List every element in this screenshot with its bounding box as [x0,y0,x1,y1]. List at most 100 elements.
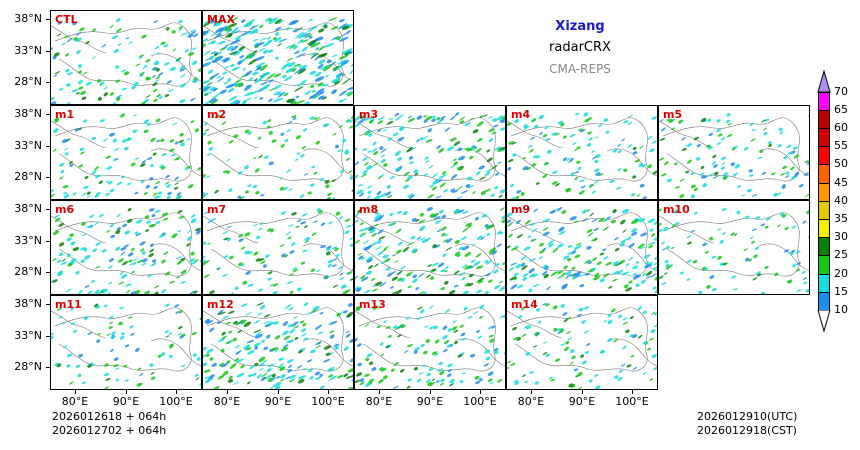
radar-echo [314,324,323,330]
radar-echo [264,314,270,318]
radar-echo [572,276,577,280]
radar-echo [292,315,298,320]
radar-echo [203,255,206,260]
radar-echo [367,150,372,153]
radar-echo [479,305,484,310]
radar-echo [449,383,454,387]
radar-echo [79,147,85,152]
radar-echo [603,118,609,123]
radar-echo [310,349,316,354]
radar-echo [267,49,273,53]
radar-echo [522,273,529,277]
radar-echo [717,133,723,137]
radar-echo [310,268,315,272]
radar-echo [494,185,499,190]
radar-echo [116,213,121,218]
radar-echo [623,120,629,124]
radar-echo [234,82,244,87]
radar-echo [591,267,596,271]
radar-echo [763,132,768,136]
radar-echo [165,174,170,179]
radar-echo [613,339,619,343]
radar-echo [195,230,201,235]
radar-echo [329,320,338,325]
radar-echo [141,160,147,164]
country-border [358,212,496,277]
radar-echo [605,261,612,266]
radar-echo [285,43,296,49]
radar-echo [687,259,692,263]
radar-echo [150,376,156,380]
radar-echo [536,308,541,312]
radar-echo [483,114,488,118]
init-time-1: 2026012618 + 064h [52,410,167,423]
radar-echo [485,259,493,265]
radar-echo [289,100,297,104]
radar-echo [128,316,133,319]
radar-echo [764,225,769,229]
radar-echo [567,251,574,255]
radar-echo [474,217,479,221]
radar-echo [254,334,263,339]
radar-echo [701,266,706,271]
forecast-panel-m1: m1 [50,105,202,200]
radar-echo [507,360,512,364]
radar-echo [431,212,438,218]
latitude-label: 33°N [14,44,42,57]
radar-echo [357,209,362,213]
radar-echo [140,101,146,104]
radar-echo [256,374,262,379]
radar-echo [261,83,271,91]
radar-echo [325,352,331,357]
radar-echo [320,53,328,57]
radar-echo [261,339,266,343]
radar-echo [258,227,263,231]
radar-echo [780,173,786,176]
radar-echo [61,258,67,262]
radar-echo [247,184,252,188]
radar-echo [479,176,486,181]
radar-echo [406,242,415,246]
radar-echo [115,229,121,235]
radar-echo [413,366,419,371]
radar-echo [299,154,305,158]
radar-echo [217,76,225,83]
radar-echo [220,363,228,368]
radar-echo [78,353,84,358]
radar-echo [565,341,570,345]
radar-echo [437,262,445,268]
radar-echo [580,354,585,358]
radar-echo [433,216,441,220]
radar-echo [137,260,143,264]
radar-echo [285,231,291,236]
radar-echo [287,224,294,227]
radar-echo [371,288,378,292]
radar-echo [317,331,324,335]
radar-echo [341,77,351,85]
radar-echo [355,147,358,151]
radar-echo [140,180,145,184]
radar-echo [416,306,423,310]
radar-echo [147,274,152,278]
radar-echo [702,242,708,247]
radar-echo [209,357,214,361]
longitude-tick [328,390,329,394]
radar-echo [199,259,201,263]
radar-echo [731,147,736,151]
radar-echo [374,245,383,251]
radar-echo [191,60,198,66]
radar-echo [214,114,219,119]
radar-echo [535,155,541,159]
colorbar-label: 70 [834,84,848,98]
radar-echo [307,311,313,315]
panel-label: m8 [359,203,379,216]
radar-echo [617,143,622,148]
radar-echo [648,244,653,249]
radar-echo [53,74,58,77]
radar-echo [644,261,650,265]
radar-echo [566,331,571,335]
radar-echo [545,218,551,222]
radar-echo [109,257,114,263]
radar-echo [52,230,59,236]
radar-echo [313,172,318,175]
